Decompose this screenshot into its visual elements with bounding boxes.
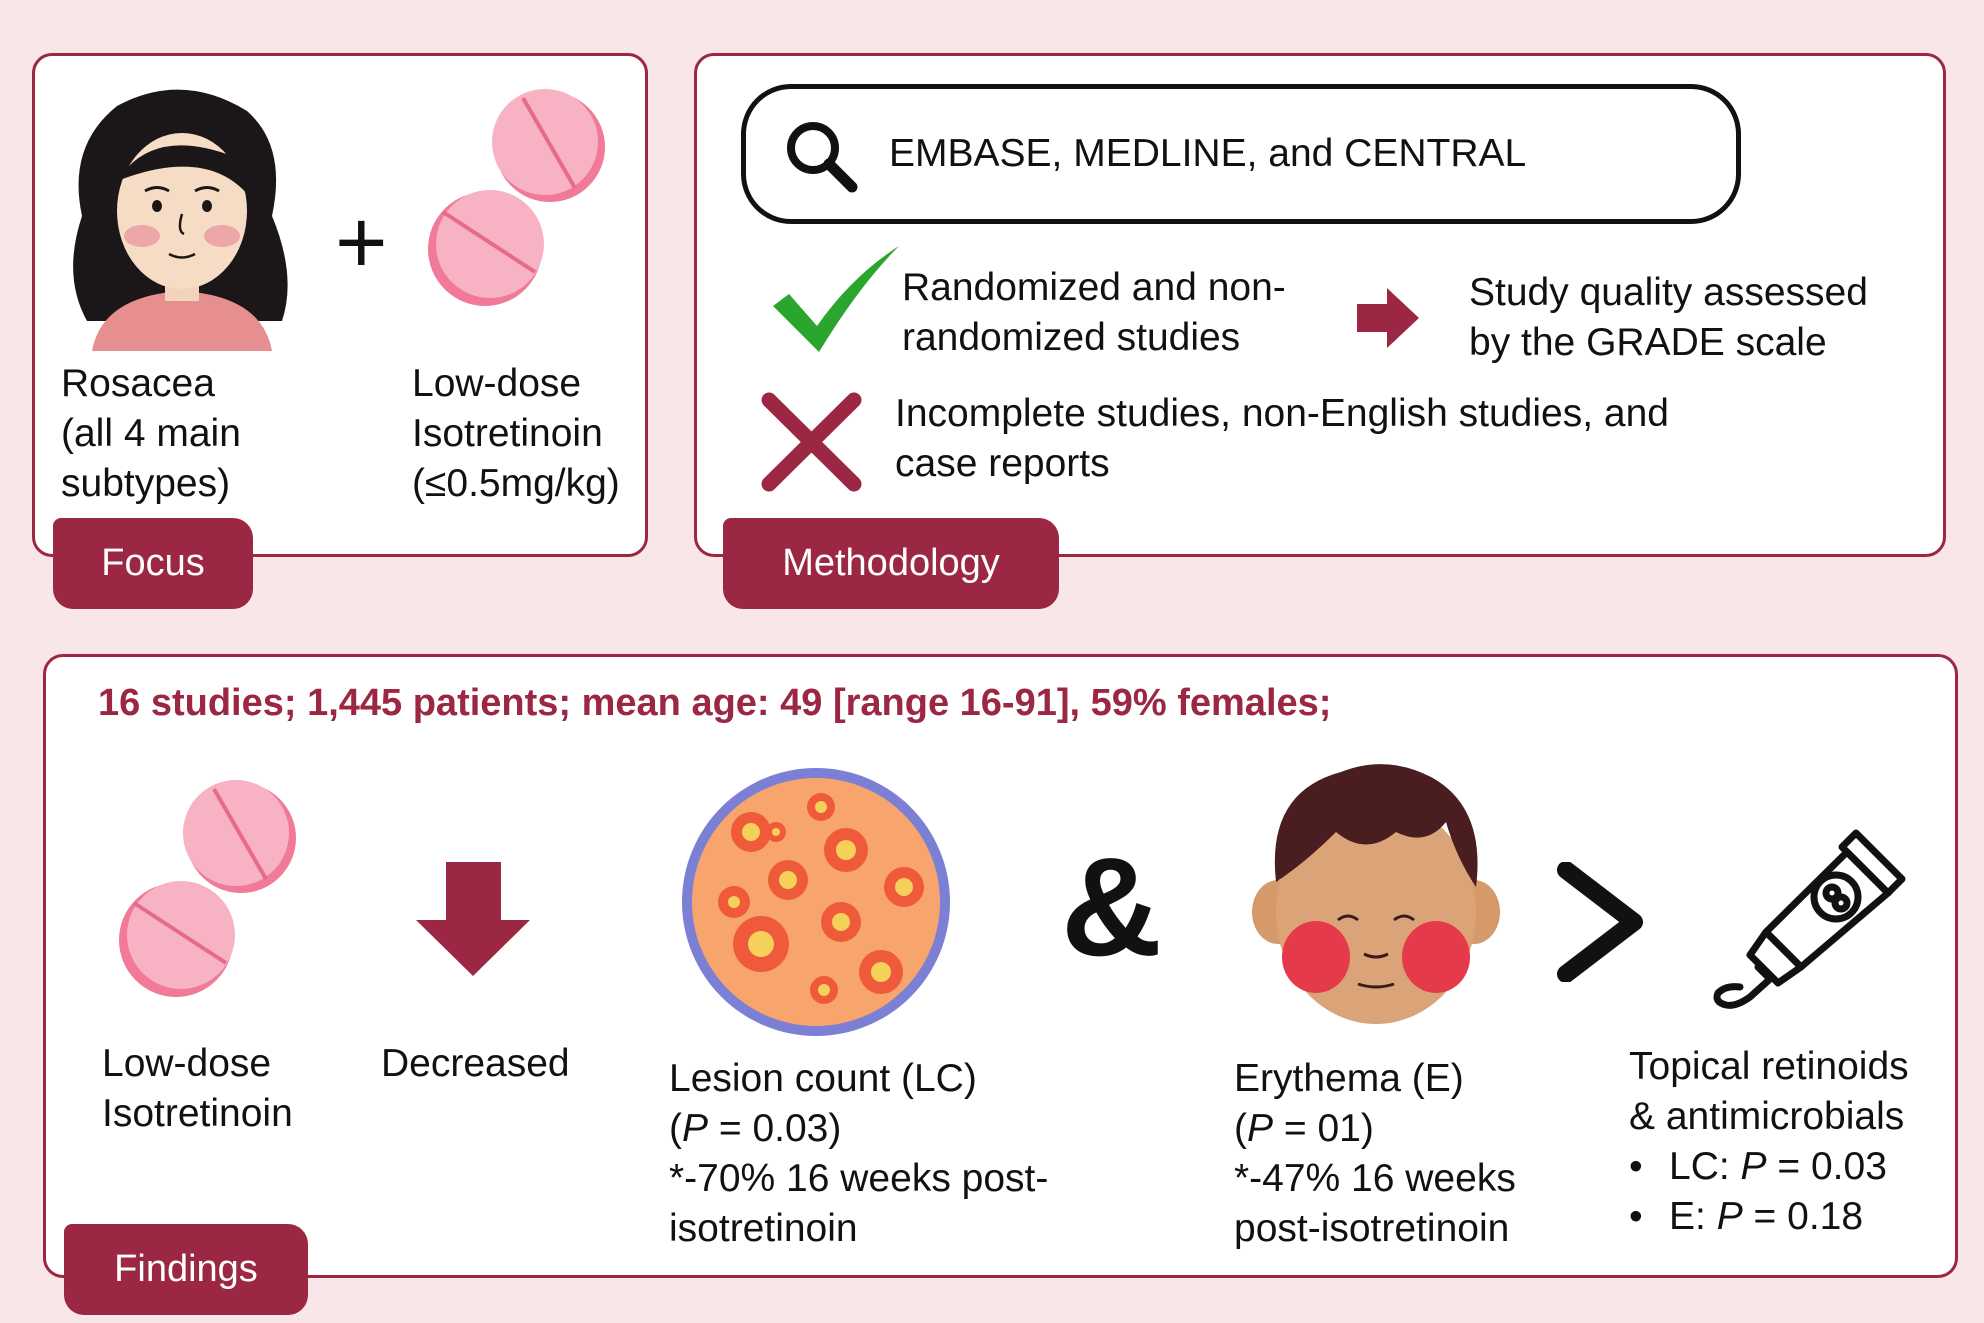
study-summary: 16 studies; 1,445 patients; mean age: 49… <box>98 682 1332 724</box>
quality-assessment: Study quality assessed by the GRADE scal… <box>1469 271 1868 364</box>
comparator-bullet-lc: LC: P = 0.03 <box>1629 1142 1909 1192</box>
findings-panel: 16 studies; 1,445 patients; mean age: 49… <box>43 654 1958 1278</box>
database-list: EMBASE, MEDLINE, and CENTRAL <box>889 132 1527 175</box>
down-arrow-icon <box>416 862 530 976</box>
woman-face-icon <box>73 89 288 351</box>
focus-tab: Focus <box>53 518 253 609</box>
man-face-icon <box>1252 764 1500 1024</box>
database-search-box: EMBASE, MEDLINE, and CENTRAL <box>741 84 1741 224</box>
findings-drug-text: Low-dose Isotretinoin <box>102 1042 293 1135</box>
comparator-text: Topical retinoids & antimicrobials LC: P… <box>1629 1042 1909 1242</box>
focus-drug-text: Low-dose Isotretinoin (≤0.5mg/kg) <box>412 362 620 505</box>
greater-than-icon <box>1557 862 1643 982</box>
search-icon <box>787 122 858 193</box>
erythema-text: Erythema (E) (P = 01) *-47% 16 weeks pos… <box>1234 1057 1516 1250</box>
ointment-tube-icon <box>1713 829 1906 1009</box>
cross-icon <box>761 392 862 492</box>
plus-symbol: + <box>335 193 388 293</box>
methodology-panel: EMBASE, MEDLINE, and CENTRAL Randomized … <box>694 53 1946 557</box>
exclusion-criteria: Incomplete studies, non-English studies,… <box>895 392 1669 485</box>
ampersand-symbol: & <box>1061 828 1163 985</box>
lesion-count-text: Lesion count (LC) (P = 0.03) *-70% 16 we… <box>669 1057 1049 1250</box>
pill-icon <box>119 780 296 997</box>
methodology-tab: Methodology <box>723 518 1059 609</box>
inclusion-criteria: Randomized and non- randomized studies <box>902 266 1286 359</box>
comparator-bullet-e: E: P = 0.18 <box>1629 1192 1909 1242</box>
pill-icon <box>428 89 605 306</box>
skin-lesions-icon <box>682 768 950 1036</box>
right-arrow-icon <box>1357 288 1419 348</box>
focus-panel: + Rosacea (all 4 main subtypes) Low-dose… <box>32 53 648 557</box>
check-icon <box>773 246 899 352</box>
focus-condition-text: Rosacea (all 4 main subtypes) <box>61 362 241 505</box>
effect-label: Decreased <box>381 1042 570 1085</box>
findings-tab: Findings <box>64 1224 308 1315</box>
comparator-bullets: LC: P = 0.03 E: P = 0.18 <box>1629 1142 1909 1242</box>
